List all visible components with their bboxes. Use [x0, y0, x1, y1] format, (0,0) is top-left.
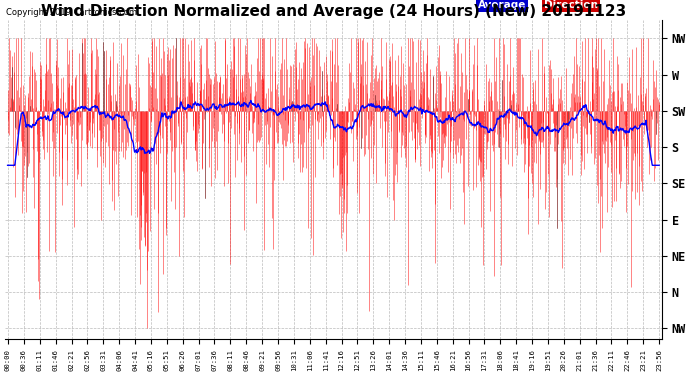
- Text: Copyright 2019 Cartronics.com: Copyright 2019 Cartronics.com: [6, 8, 137, 17]
- Text: Direction: Direction: [544, 0, 598, 10]
- Text: Average: Average: [478, 0, 526, 10]
- Title: Wind Direction Normalized and Average (24 Hours) (New) 20191123: Wind Direction Normalized and Average (2…: [41, 4, 627, 19]
